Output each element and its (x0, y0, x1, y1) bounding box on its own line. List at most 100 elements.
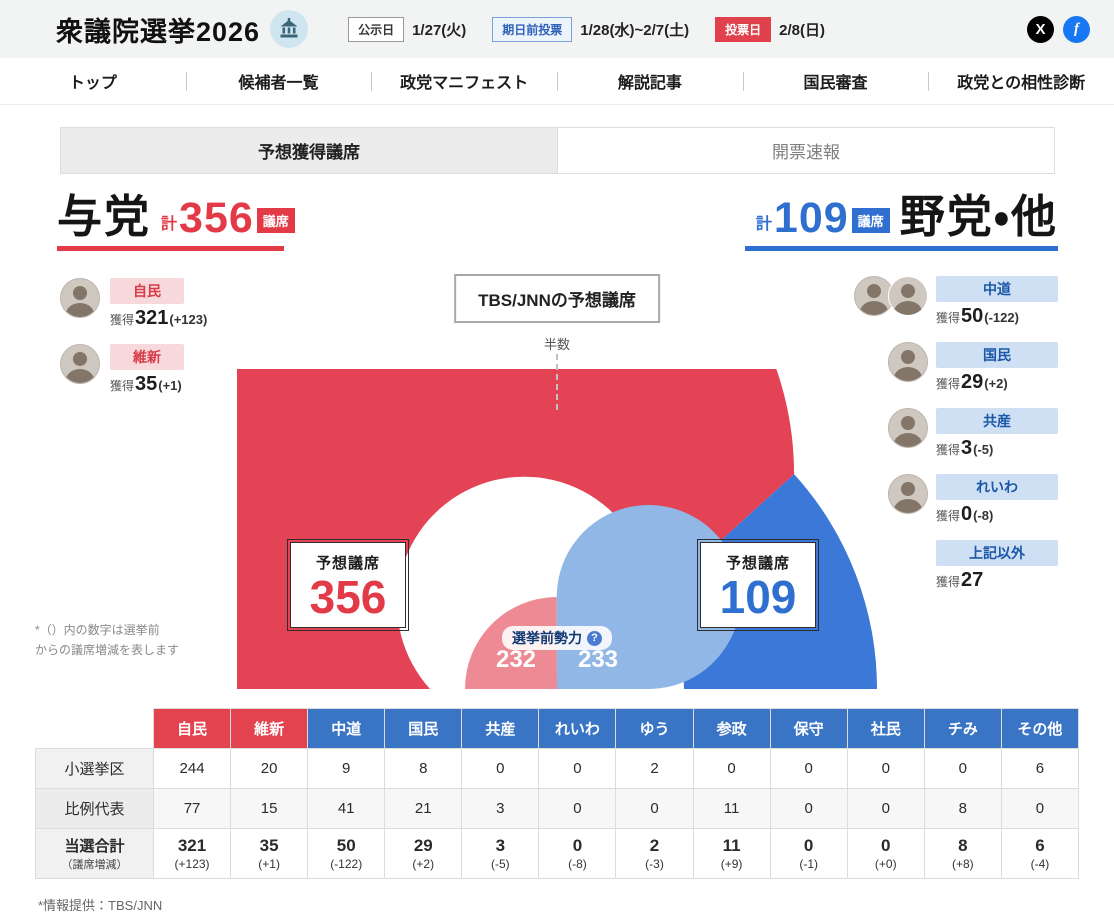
data-credit: *情報提供：TBS/JNN (38, 898, 163, 913)
cell-共産-小選挙区: 0 (461, 748, 540, 789)
gain-label: 獲得 (936, 443, 961, 457)
ruling-heading: 与党 計 356 議席 (57, 194, 305, 251)
ruling-total-prefix: 計 (161, 216, 178, 233)
opposition-forecast-title: 予想議席 (725, 555, 790, 572)
seat-count: 50 (961, 305, 984, 327)
party-row-ishin: 維新 獲得35(+1) (60, 344, 207, 396)
column-header-参政: 参政 (692, 708, 771, 749)
cell-チみ-比例代表: 8 (923, 788, 1002, 829)
party-label-reiwa: れいわ (936, 474, 1058, 500)
table-row-比例代表: 比例代表 77 15 41 21 3 0 0 11 0 0 8 0 (35, 788, 1080, 829)
cell-ゆう-比例代表: 0 (615, 788, 694, 829)
seat-change: (-8) (973, 508, 994, 523)
opposition-total: 計 109 議席 (756, 194, 900, 243)
seat-count: 27 (961, 569, 984, 591)
nav-item-articles[interactable]: 解説記事 (557, 58, 743, 104)
column-header-国民: 国民 (384, 708, 463, 749)
row-label-比例代表: 比例代表 (35, 788, 154, 829)
seat-change: (-5) (973, 442, 994, 457)
cell-社民-当選合計: 0 (+0) (846, 828, 925, 879)
nav-item-national-review[interactable]: 国民審査 (742, 58, 929, 104)
cell-中道-小選挙区: 9 (307, 748, 386, 789)
seat-change: (-122) (984, 310, 1019, 325)
kokumin-info: 国民 獲得29(+2) (936, 342, 1058, 394)
page-title: 衆議院選挙2026 (56, 16, 261, 47)
cell-ゆう-小選挙区: 2 (615, 748, 694, 789)
seat-count: 35 (135, 373, 158, 395)
chudo-seats: 獲得50(-122) (936, 305, 1058, 328)
column-header-保守: 保守 (769, 708, 848, 749)
jimin-avatars (60, 278, 100, 318)
jimin-info: 自民 獲得321(+123) (110, 278, 207, 330)
cell-自民-小選挙区: 244 (152, 748, 232, 789)
cell-社民-比例代表: 0 (846, 788, 925, 829)
early-voting-badge: 期日前投票 (492, 16, 573, 42)
party-row-jimin: 自民 獲得321(+123) (60, 278, 207, 330)
tab-seat-forecast[interactable]: 予想獲得議席 (61, 128, 557, 173)
column-header-れいわ: れいわ (538, 708, 617, 749)
opposition-underline (745, 246, 1058, 251)
cell-その他-比例代表: 0 (1000, 788, 1080, 829)
seat-change: (+123) (169, 312, 208, 327)
footnote-line1: *（）内の数字は選挙前 (35, 623, 160, 637)
cell-れいわ-当選合計: 0 (-8) (538, 828, 617, 879)
cell-中道-比例代表: 41 (307, 788, 386, 829)
ishin-avatars (60, 344, 100, 384)
help-icon[interactable]: ? (587, 630, 602, 646)
nav-item-manifesto[interactable]: 政党マニフェスト (371, 58, 557, 104)
results-table-body: 小選挙区 244 20 9 8 0 0 2 0 0 0 0 6 比例代表 77 15 41 21 3 0 0 11 0 0 8 0… (35, 748, 1080, 879)
pre-election-opposition-seats: 233 (577, 646, 619, 673)
cell-保守-当選合計: 0 (-1) (769, 828, 848, 879)
opposition-total-number: 109 (773, 194, 849, 243)
cell-れいわ-比例代表: 0 (538, 788, 617, 829)
results-table: 自民 維新 中道 国民 共産 れいわ ゆう 参政 保守 社民 チみ その他 小選挙区 244 20 9 8 0 0… (35, 708, 1080, 879)
cell-その他-小選挙区: 6 (1000, 748, 1080, 789)
opposition-heading: 計 109 議席 野党・他 (745, 194, 1058, 251)
seat-count: 0 (961, 503, 973, 525)
cell-国民-小選挙区: 8 (384, 748, 463, 789)
tab-vote-count[interactable]: 開票速報 (557, 128, 1054, 173)
gain-label: 獲得 (936, 377, 961, 391)
cell-その他-当選合計: 6 (-4) (1000, 828, 1080, 879)
kyosan-avatars (888, 408, 928, 448)
party-label-jimin: 自民 (110, 278, 184, 304)
ruling-forecast-title: 予想議席 (315, 555, 380, 572)
pre-election-label-text: 選挙前勢力 (512, 630, 582, 646)
cell-維新-当選合計: 35 (+1) (230, 828, 309, 879)
party-leader-avatar (888, 276, 928, 316)
table-row-当選合計: 当選合計 （議席増減） 321 (+123) 35 (+1) 50 (-122) 29 (+2) 3… (35, 828, 1080, 879)
cell-国民-当選合計: 29 (+2) (384, 828, 463, 879)
column-header-自民: 自民 (152, 708, 232, 749)
nav-item-candidates[interactable]: 候補者一覧 (185, 58, 372, 104)
pre-election-ruling-seats: 232 (495, 646, 537, 673)
x-icon[interactable]: X (1027, 15, 1054, 43)
party-leader-avatar (888, 474, 928, 514)
column-header-その他: その他 (1000, 708, 1080, 749)
column-header-共産: 共産 (461, 708, 540, 749)
facebook-icon[interactable]: f (1063, 15, 1090, 43)
table-row-小選挙区: 小選挙区 244 20 9 8 0 0 2 0 0 0 0 6 (35, 748, 1080, 789)
ruling-forecast-number: 356 (309, 571, 387, 623)
election-dates: 公示日 1/27(火) 期日前投票 1/28(水)~2/7(土) 投票日 2/8… (348, 16, 851, 42)
social-links: X f (1027, 15, 1090, 43)
kyosan-info: 共産 獲得3(-5) (936, 408, 1058, 460)
pre-election-label: 選挙前勢力 ? (502, 626, 612, 650)
voting-day-group: 投票日 2/8(日) (715, 16, 825, 42)
cell-維新-小選挙区: 20 (230, 748, 309, 789)
forecast-source-box: TBS/JNNの予想議席 (454, 274, 660, 323)
gain-label: 獲得 (936, 575, 961, 589)
gain-label: 獲得 (936, 509, 961, 523)
others-info: 上記以外 獲得27 (936, 540, 1058, 592)
seat-change: (+1) (158, 378, 182, 393)
party-label-kokumin: 国民 (936, 342, 1058, 368)
nav-item-party-match[interactable]: 政党との相性診断 (928, 58, 1114, 104)
cell-維新-比例代表: 15 (230, 788, 309, 829)
voting-day-badge: 投票日 (715, 16, 772, 42)
ruling-total-number: 356 (179, 194, 254, 243)
cell-参政-小選挙区: 0 (692, 748, 771, 789)
cell-共産-当選合計: 3 (-5) (461, 828, 540, 879)
ruling-underline (57, 246, 284, 251)
cell-社民-小選挙区: 0 (846, 748, 925, 789)
party-label-others: 上記以外 (936, 540, 1058, 566)
nav-item-top[interactable]: トップ (68, 75, 117, 92)
